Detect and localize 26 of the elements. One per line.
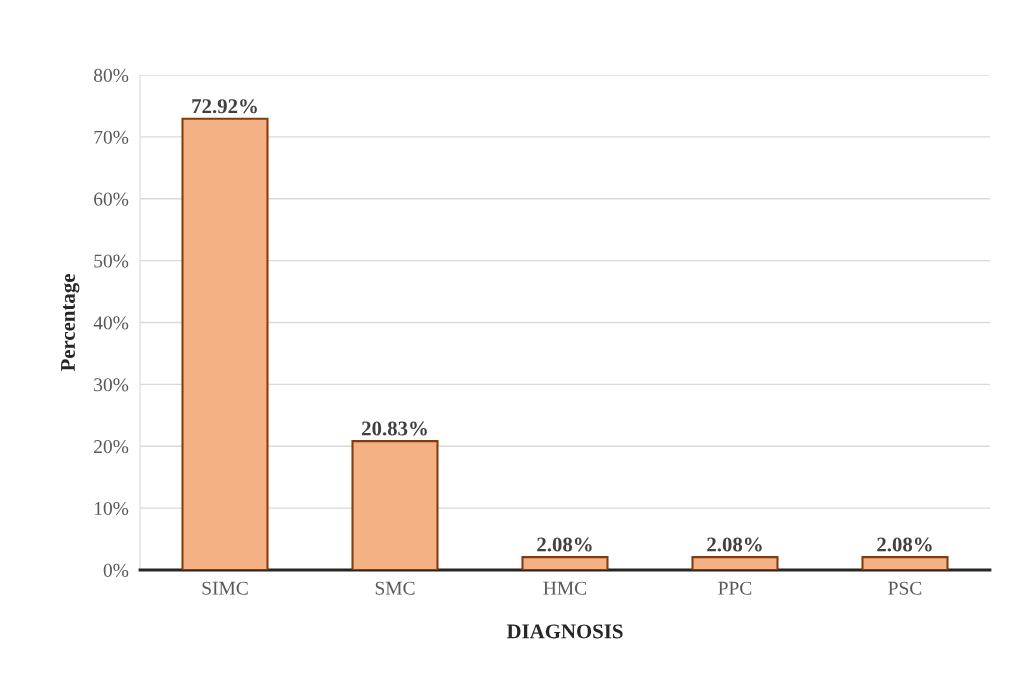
bar <box>181 117 269 570</box>
y-tick-label: 70% <box>94 130 129 144</box>
y-tick-label: 40% <box>93 316 129 330</box>
y-tick-label: 80% <box>93 68 129 82</box>
bar <box>861 556 949 570</box>
bar <box>691 556 779 570</box>
bar <box>351 440 439 570</box>
data-label: 2.08% <box>877 537 932 552</box>
x-tick-label: PPC <box>718 581 752 595</box>
y-tick-label: 50% <box>94 254 129 268</box>
x-tick-label: SMC <box>375 581 415 595</box>
y-tick-label: 20% <box>94 440 129 454</box>
y-tick-label: 60% <box>94 192 129 206</box>
x-axis-title: DIAGNOSIS <box>506 624 623 639</box>
y-tick-label: 0% <box>103 563 129 577</box>
x-tick-label: HMC <box>543 581 587 595</box>
data-label: 72.92% <box>192 99 257 114</box>
bar <box>521 556 609 570</box>
x-tick-label: PSC <box>888 581 922 595</box>
y-tick-label: 30% <box>94 378 129 392</box>
y-axis-title: Percentage <box>61 274 80 372</box>
x-tick-label: SIMC <box>202 581 248 595</box>
data-label: 2.08% <box>707 537 762 552</box>
data-label: 20.83% <box>362 421 427 436</box>
y-tick-label: 10% <box>94 501 129 516</box>
data-label: 2.08% <box>537 537 592 552</box>
